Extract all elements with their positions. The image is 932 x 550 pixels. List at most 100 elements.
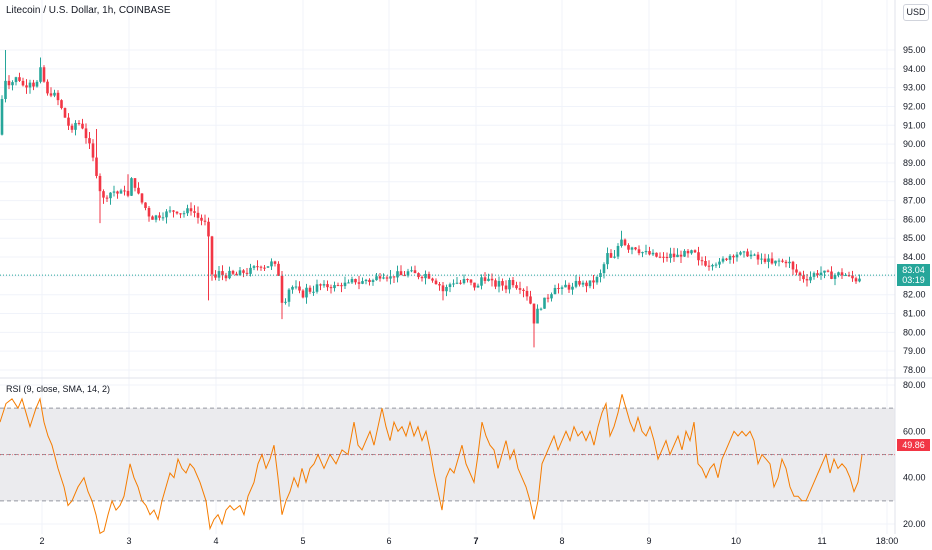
candle-body: [567, 284, 571, 290]
candle-body: [504, 285, 508, 290]
candle-body: [469, 279, 473, 283]
price-axis[interactable]: 78.0079.0080.0081.0082.0083.0084.0085.00…: [903, 45, 926, 375]
candle-body: [445, 286, 448, 292]
candle-body: [539, 308, 543, 310]
candle-body: [91, 143, 95, 158]
candle-body: [669, 253, 672, 259]
candle-body: [679, 254, 683, 257]
price-tick-label: 81.00: [903, 309, 926, 319]
time-tick-label: 2: [39, 536, 44, 546]
candle-body: [693, 250, 697, 253]
price-tick-label: 87.00: [903, 196, 926, 206]
time-tick-label: 6: [386, 536, 391, 546]
candle-body: [756, 254, 760, 260]
candle-body: [84, 128, 88, 139]
candle-body: [266, 266, 270, 268]
candle-body: [714, 264, 718, 266]
candle-body: [214, 274, 217, 278]
candle-body: [364, 279, 368, 282]
candle-body: [448, 284, 452, 287]
candle-body: [133, 178, 137, 188]
price-tick-label: 78.00: [903, 365, 926, 375]
candle-body: [805, 279, 809, 281]
candle-body: [823, 270, 826, 273]
candle-body: [742, 251, 746, 253]
candle-body: [606, 253, 609, 265]
candle-body: [119, 190, 123, 194]
candle-body: [312, 291, 315, 293]
candle-body: [816, 273, 819, 276]
candle-body: [777, 260, 781, 262]
candle-body: [490, 278, 494, 281]
candle-body: [347, 282, 350, 284]
time-tick-label: 4: [213, 536, 218, 546]
candle-body: [809, 276, 812, 281]
candle-body: [357, 282, 361, 284]
candle-body: [200, 217, 203, 221]
candle-body: [172, 210, 175, 212]
price-tick-label: 80.00: [903, 327, 926, 337]
candle-body: [511, 279, 515, 286]
candle-body: [389, 276, 392, 279]
candle-body: [396, 271, 399, 278]
candle-body: [298, 286, 301, 291]
candle-body: [851, 275, 854, 279]
candle-body: [564, 284, 567, 288]
candle-body: [578, 280, 581, 285]
candle-body: [574, 280, 578, 287]
last-price-badge: 83.04 03:19: [897, 264, 930, 286]
candle-body: [676, 254, 679, 258]
candle-body: [620, 239, 623, 246]
candle-body: [70, 125, 74, 130]
candle-body: [476, 285, 480, 288]
candle-body: [284, 301, 287, 303]
rsi-indicator-title[interactable]: RSI (9, close, SMA, 14, 2): [6, 384, 111, 394]
candle-body: [588, 280, 592, 287]
candle-body: [392, 276, 396, 278]
candle-body: [277, 263, 280, 276]
candle-body: [753, 254, 756, 256]
candle-body: [116, 191, 119, 194]
rsi-axis[interactable]: 20.00 40.00 60.00 80.00: [903, 380, 926, 529]
candle-body: [231, 270, 235, 274]
time-tick-label: 7: [473, 536, 478, 546]
candle-body: [602, 264, 606, 274]
candle-body: [368, 279, 371, 283]
candle-body: [67, 117, 70, 126]
candle-body: [161, 217, 165, 219]
candlestick-series: [0, 50, 861, 348]
rsi-level-lines: [0, 407, 895, 502]
time-tick-label: 11: [817, 536, 826, 546]
candle-body: [819, 272, 823, 276]
rsi-tick-label: 80.00: [903, 380, 926, 390]
candle-body: [245, 272, 249, 274]
candle-body: [781, 260, 784, 262]
candle-body: [662, 256, 665, 258]
candle-body: [25, 85, 28, 88]
time-axis[interactable]: 2 3 4 5 6 7 8 9 10 11 18:00: [39, 536, 898, 546]
candle-body: [721, 258, 725, 262]
candle-body: [735, 254, 739, 258]
symbol-title[interactable]: Litecoin / U.S. Dollar, 1h, COINBASE: [6, 5, 171, 16]
candle-body: [802, 275, 805, 280]
candle-body: [385, 277, 389, 279]
candle-body: [42, 67, 46, 82]
candle-body: [466, 279, 469, 281]
candle-body: [35, 81, 39, 87]
candle-body: [137, 187, 140, 194]
candle-body: [749, 254, 753, 257]
currency-button[interactable]: USD: [903, 4, 929, 21]
candle-body: [837, 272, 840, 276]
candle-body: [595, 276, 599, 283]
candle-body: [623, 239, 627, 246]
price-tick-label: 93.00: [903, 83, 926, 93]
candle-body: [102, 191, 105, 198]
price-tick-label: 95.00: [903, 45, 926, 55]
rsi-line: [0, 394, 863, 535]
candle-body: [585, 282, 588, 287]
candle-body: [343, 282, 347, 287]
candle-body: [382, 277, 385, 279]
candle-body: [536, 308, 539, 324]
candle-body: [322, 284, 326, 286]
